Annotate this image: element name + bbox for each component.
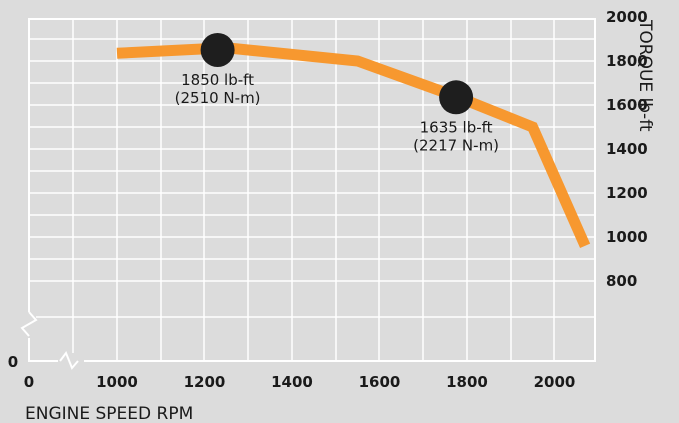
x-axis-title: ENGINE SPEED RPM [25,404,193,423]
y-tick-label: 1600 [606,96,648,114]
y-tick-label: 800 [606,272,637,290]
annotation-line: 1635 lb-ft [420,118,493,136]
x-tick-label: 1000 [96,373,138,391]
annotations: 1850 lb-ft (2510 N-m) 1635 lb-ft (2217 N-m) [175,71,499,154]
x-tick-label: 1200 [184,373,226,391]
annotation-line: (2217 N-m) [413,136,499,154]
data-marker-1 [200,33,235,67]
y-axis-break [20,311,38,337]
y-tick-label: 1000 [606,228,648,246]
y-tick-label: 1800 [606,52,648,70]
x-tick-label: 1600 [359,373,401,391]
x-tick-label: 0 [24,373,34,391]
y-tick-label: 2000 [606,8,648,26]
x-tick-label: 1800 [446,373,488,391]
y-axis-title: TORQUE lb-ft [635,19,655,132]
y-tick-label-zero: 0 [8,353,18,371]
y-tick-label: 1200 [606,184,648,202]
annotation-1: 1850 lb-ft (2510 N-m) [175,71,261,107]
tick-labels: 0 1000 1200 1400 1600 1800 2000 800 1000 1200 1400… [8,8,648,391]
x-tick-label: 1400 [271,373,313,391]
annotation-2: 1635 lb-ft (2217 N-m) [413,118,499,154]
axis-breaks [20,311,84,370]
plot-area [28,18,596,362]
x-axis-break [59,350,79,370]
annotation-line: (2510 N-m) [175,89,261,107]
gridlines [29,19,595,361]
point-markers [200,33,474,115]
y-tick-label: 1400 [606,140,648,158]
x-tick-label: 2000 [534,373,576,391]
data-marker-2 [439,80,474,115]
annotation-line: 1850 lb-ft [181,71,254,89]
